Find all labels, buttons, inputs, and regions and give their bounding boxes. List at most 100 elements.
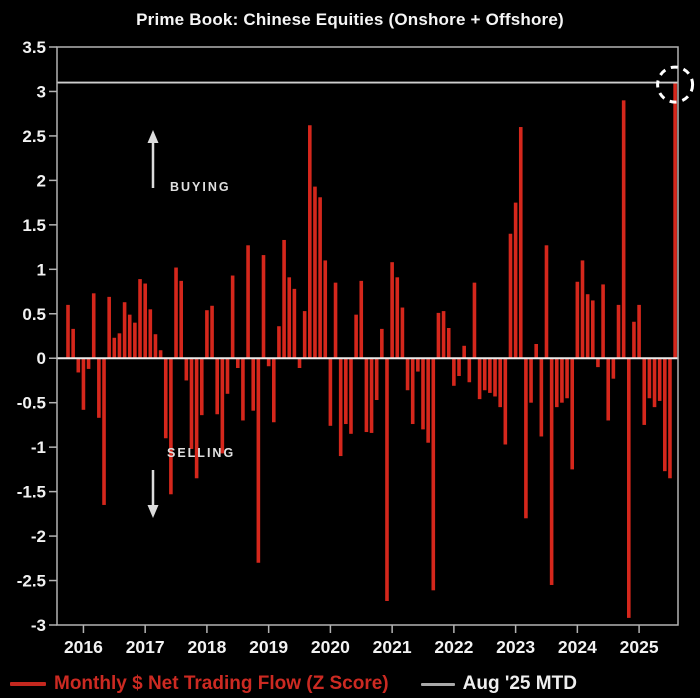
bar bbox=[158, 350, 163, 359]
bar bbox=[163, 358, 168, 439]
bars bbox=[66, 82, 677, 618]
bar bbox=[616, 304, 621, 359]
x-axis-label: 2018 bbox=[187, 637, 226, 657]
bar bbox=[199, 358, 204, 416]
bar bbox=[107, 296, 111, 359]
bar bbox=[344, 358, 348, 425]
y-axis-label: 2.5 bbox=[22, 127, 46, 146]
bar bbox=[601, 284, 605, 359]
bar bbox=[570, 358, 575, 470]
bar bbox=[189, 358, 194, 449]
bar bbox=[292, 288, 297, 359]
bar bbox=[297, 358, 302, 369]
bar bbox=[467, 358, 472, 383]
bar bbox=[477, 358, 482, 400]
bar bbox=[328, 358, 333, 426]
bar bbox=[102, 358, 106, 505]
bar bbox=[153, 334, 158, 359]
bar bbox=[400, 307, 405, 359]
bar bbox=[194, 358, 199, 479]
bar bbox=[539, 358, 544, 437]
y-axis-label: 3 bbox=[37, 82, 46, 101]
bar bbox=[287, 277, 292, 359]
bar bbox=[272, 358, 276, 423]
bar bbox=[457, 358, 461, 377]
bar bbox=[354, 314, 358, 359]
bar bbox=[364, 358, 369, 433]
bar bbox=[251, 358, 256, 411]
y-axis-label: 3.5 bbox=[22, 38, 46, 57]
bar bbox=[621, 100, 626, 359]
bar bbox=[663, 358, 667, 472]
chart-plot: 3.5 3 2.5 2 1.5 1 0.5 0 -0.5 -1 -1.5 -2 -2.5 -3 2016 20… bbox=[17, 38, 695, 657]
bar bbox=[642, 358, 647, 425]
bar bbox=[97, 358, 101, 418]
bar bbox=[632, 321, 636, 359]
bar bbox=[560, 358, 564, 403]
bar bbox=[549, 358, 554, 585]
bar bbox=[611, 358, 616, 379]
bar bbox=[462, 345, 466, 359]
bar bbox=[554, 358, 559, 408]
bar bbox=[230, 275, 235, 359]
legend-mtd-line-icon bbox=[420, 682, 455, 686]
bar bbox=[436, 312, 441, 359]
bar bbox=[71, 328, 75, 359]
bar bbox=[529, 358, 533, 403]
bar bbox=[246, 245, 250, 359]
bar bbox=[66, 304, 70, 359]
bar bbox=[395, 277, 400, 359]
bar bbox=[673, 82, 677, 359]
bar bbox=[374, 358, 379, 401]
x-axis-label: 2023 bbox=[496, 637, 535, 657]
y-axis-label: 1 bbox=[37, 260, 46, 279]
bar bbox=[488, 358, 492, 393]
legend-series-line-icon bbox=[10, 682, 46, 686]
bar bbox=[112, 337, 117, 359]
bar bbox=[513, 202, 518, 359]
x-axis-label: 2017 bbox=[126, 637, 165, 657]
x-axis-label: 2021 bbox=[373, 637, 412, 657]
bar bbox=[220, 358, 225, 454]
bar bbox=[503, 358, 508, 445]
bar bbox=[235, 358, 240, 369]
bar bbox=[390, 262, 394, 359]
bar bbox=[421, 358, 425, 430]
legend-series-label: Monthly $ Net Trading Flow (Z Score) bbox=[54, 673, 389, 694]
bar bbox=[277, 326, 281, 359]
x-axis-label: 2020 bbox=[311, 637, 350, 657]
bar bbox=[169, 358, 173, 495]
bar bbox=[580, 260, 585, 359]
buying-label: BUYING bbox=[170, 180, 231, 194]
bar bbox=[138, 279, 142, 359]
bar bbox=[148, 309, 153, 359]
bar bbox=[225, 358, 230, 394]
bar bbox=[256, 358, 261, 563]
bar bbox=[205, 310, 209, 359]
bar bbox=[179, 280, 183, 359]
bar bbox=[122, 302, 127, 359]
bar bbox=[518, 127, 523, 359]
bar bbox=[472, 282, 477, 359]
bar bbox=[534, 344, 538, 359]
bar bbox=[241, 358, 245, 421]
bar bbox=[81, 358, 86, 410]
bar bbox=[652, 358, 657, 408]
bar bbox=[313, 186, 317, 359]
bar bbox=[585, 294, 590, 359]
x-axis-label: 2022 bbox=[434, 637, 473, 657]
bar bbox=[184, 358, 189, 381]
bar bbox=[627, 358, 631, 618]
bar bbox=[174, 267, 178, 359]
bar bbox=[133, 322, 137, 359]
bar bbox=[452, 358, 456, 386]
bar bbox=[405, 358, 410, 391]
x-axis-label: 2024 bbox=[558, 637, 597, 657]
bar bbox=[493, 358, 497, 397]
bar bbox=[91, 293, 96, 359]
bar bbox=[323, 260, 328, 359]
bar bbox=[426, 358, 430, 443]
bar bbox=[76, 358, 81, 373]
bar bbox=[359, 280, 364, 359]
bar bbox=[215, 358, 219, 415]
